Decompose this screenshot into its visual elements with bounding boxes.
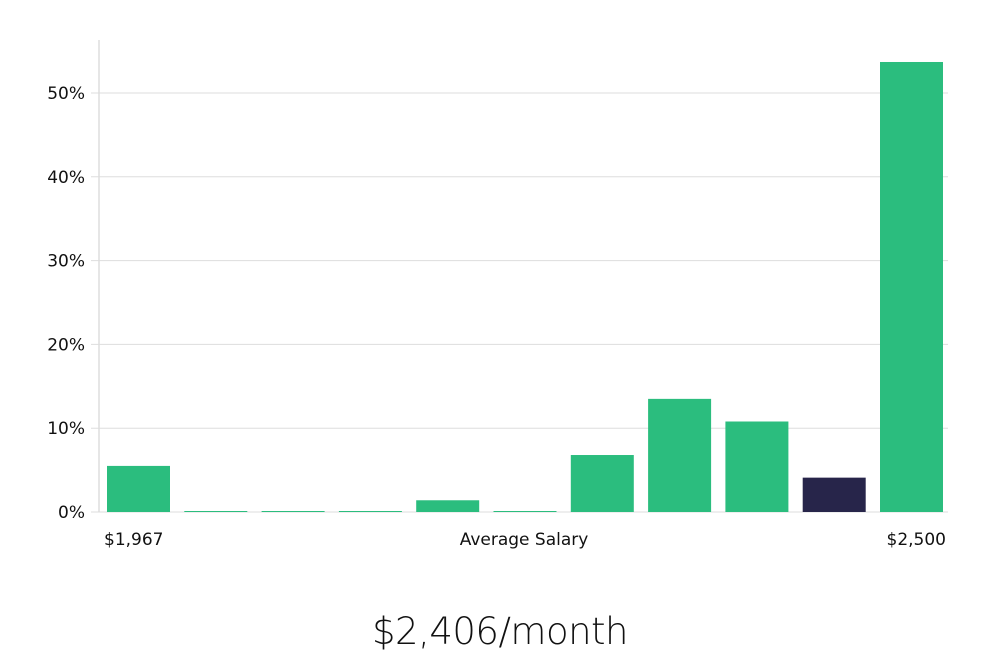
y-tick-label: 50%: [47, 84, 85, 104]
y-tick-label: 20%: [47, 335, 85, 355]
histogram-bar: [107, 465, 170, 512]
histogram-bar: [725, 421, 789, 512]
y-tick-label: 30%: [47, 252, 85, 272]
y-tick-label: 0%: [58, 503, 85, 523]
x-axis-title: Average Salary: [459, 530, 589, 550]
x-max-label: $2,500: [886, 530, 946, 550]
histogram-bar: [570, 455, 634, 512]
histogram-bar: [338, 511, 402, 512]
histogram-bar: [261, 511, 325, 512]
y-tick-label: 40%: [47, 168, 85, 188]
highlighted-bar: [802, 477, 866, 512]
histogram-bar: [184, 511, 248, 512]
histogram-bar: [648, 398, 712, 512]
histogram-bar: [493, 511, 557, 512]
y-tick-label: 10%: [47, 419, 85, 439]
x-min-label: $1,967: [104, 530, 164, 550]
average-salary-summary: $2,406/month: [371, 610, 629, 653]
histogram-bar: [416, 500, 480, 512]
histogram-bar: [880, 61, 943, 513]
